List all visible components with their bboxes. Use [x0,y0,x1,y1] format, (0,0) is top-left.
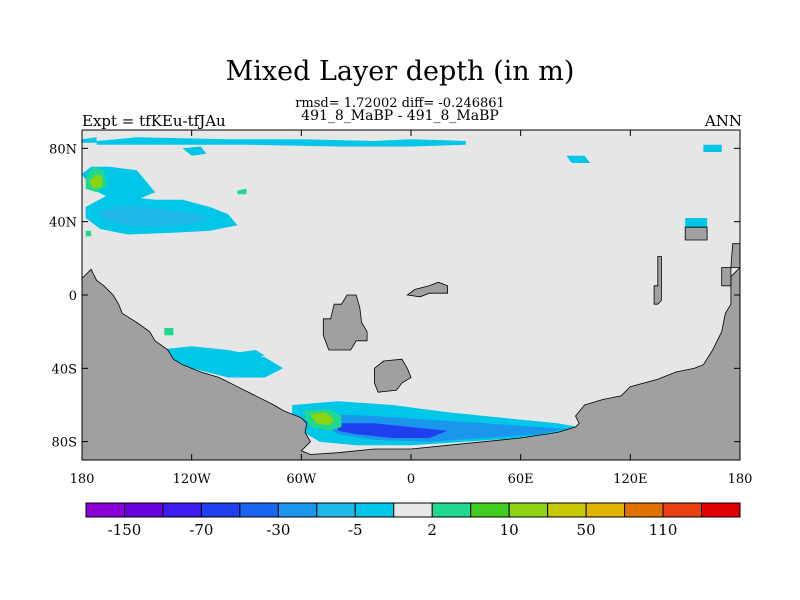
stats-line: rmsd= 1.72002 diff= -0.246861 [295,96,505,111]
colorbar-box-1 [123,502,164,518]
anomaly-patch-11 [310,412,335,426]
anomaly-patch-17 [237,188,247,195]
anomaly-layer [82,137,722,446]
land-layer [81,226,741,461]
anomaly-patch-16 [685,218,708,228]
colorbar-box-11 [508,502,549,518]
x-tick-label-6: 180 [728,472,753,487]
colorbar-label-1: -70 [189,521,213,539]
anomaly-patch-18 [164,328,174,336]
colorbar-label-7: 110 [649,521,678,539]
anomaly-patch-20 [85,230,92,237]
land-africa [322,294,368,351]
colorbar-box-13 [585,502,626,518]
y-tick-label-0: 80N [49,142,77,157]
axis-layer: 180 120W 60W 0 60E 120E 180 80N 40N 0 40S 80S [49,130,752,487]
x-tick-label-4: 60E [508,472,534,487]
experiment-label: Expt = tfKEu-tfJAu [82,112,226,130]
colorbar: -150 -70 -30 -5 2 10 50 110 [85,502,741,539]
x-tick-label-1: 120W [173,472,212,487]
colorbar-label-6: 50 [577,521,596,539]
colorbar-box-9 [431,502,472,518]
anomaly-patch-4 [89,174,103,189]
x-tick-label-0: 180 [70,472,95,487]
land-australia-island [653,256,662,305]
colorbar-box-0 [85,502,125,518]
colorbar-box-2 [162,502,202,518]
x-tick-label-2: 60W [286,472,317,487]
season-label: ANN [704,112,742,130]
colorbar-label-4: 2 [427,521,437,539]
colorbar-label-3: -5 [348,521,363,539]
land-arabia [406,281,449,298]
chart-subtitle: 491_8_MaBP - 491_8_MaBP [301,108,499,124]
anomaly-patch-5 [96,137,466,147]
colorbar-box-16 [701,502,741,518]
x-tick-label-3: 0 [407,472,415,487]
colorbar-box-4 [239,502,279,518]
land-south-america-antarctica [81,266,741,461]
anomaly-patch-9 [337,423,448,438]
colorbar-box-10 [470,502,510,518]
anomaly-patch-14 [566,155,591,163]
anomaly-patch-21 [82,137,97,143]
land-madagascar [373,358,412,393]
colorbar-box-5 [277,502,318,518]
colorbar-label-2: -30 [266,521,290,539]
colorbar-box-6 [316,502,356,518]
anomaly-patch-13 [182,146,207,156]
colorbar-box-14 [624,502,664,518]
y-tick-label-3: 40S [52,362,77,377]
chart-title: Mixed Layer depth (in m) [225,56,575,87]
land-nz-island [684,226,708,241]
colorbar-box-3 [200,502,241,518]
anomaly-patch-1 [96,205,210,228]
anomaly-patch-12 [228,350,265,360]
anomaly-patch-15 [703,144,722,152]
y-tick-label-2: 0 [69,289,77,304]
colorbar-label-5: 10 [500,521,519,539]
anomaly-patch-6 [155,346,284,378]
y-tick-label-4: 80S [52,436,77,451]
colorbar-box-12 [547,502,587,518]
x-tick-label-5: 120E [613,472,647,487]
colorbar-label-0: -150 [108,521,142,539]
colorbar-box-15 [662,502,703,518]
y-tick-label-1: 40N [49,216,77,231]
colorbar-box-7 [354,502,395,518]
colorbar-box-8 [393,502,433,518]
